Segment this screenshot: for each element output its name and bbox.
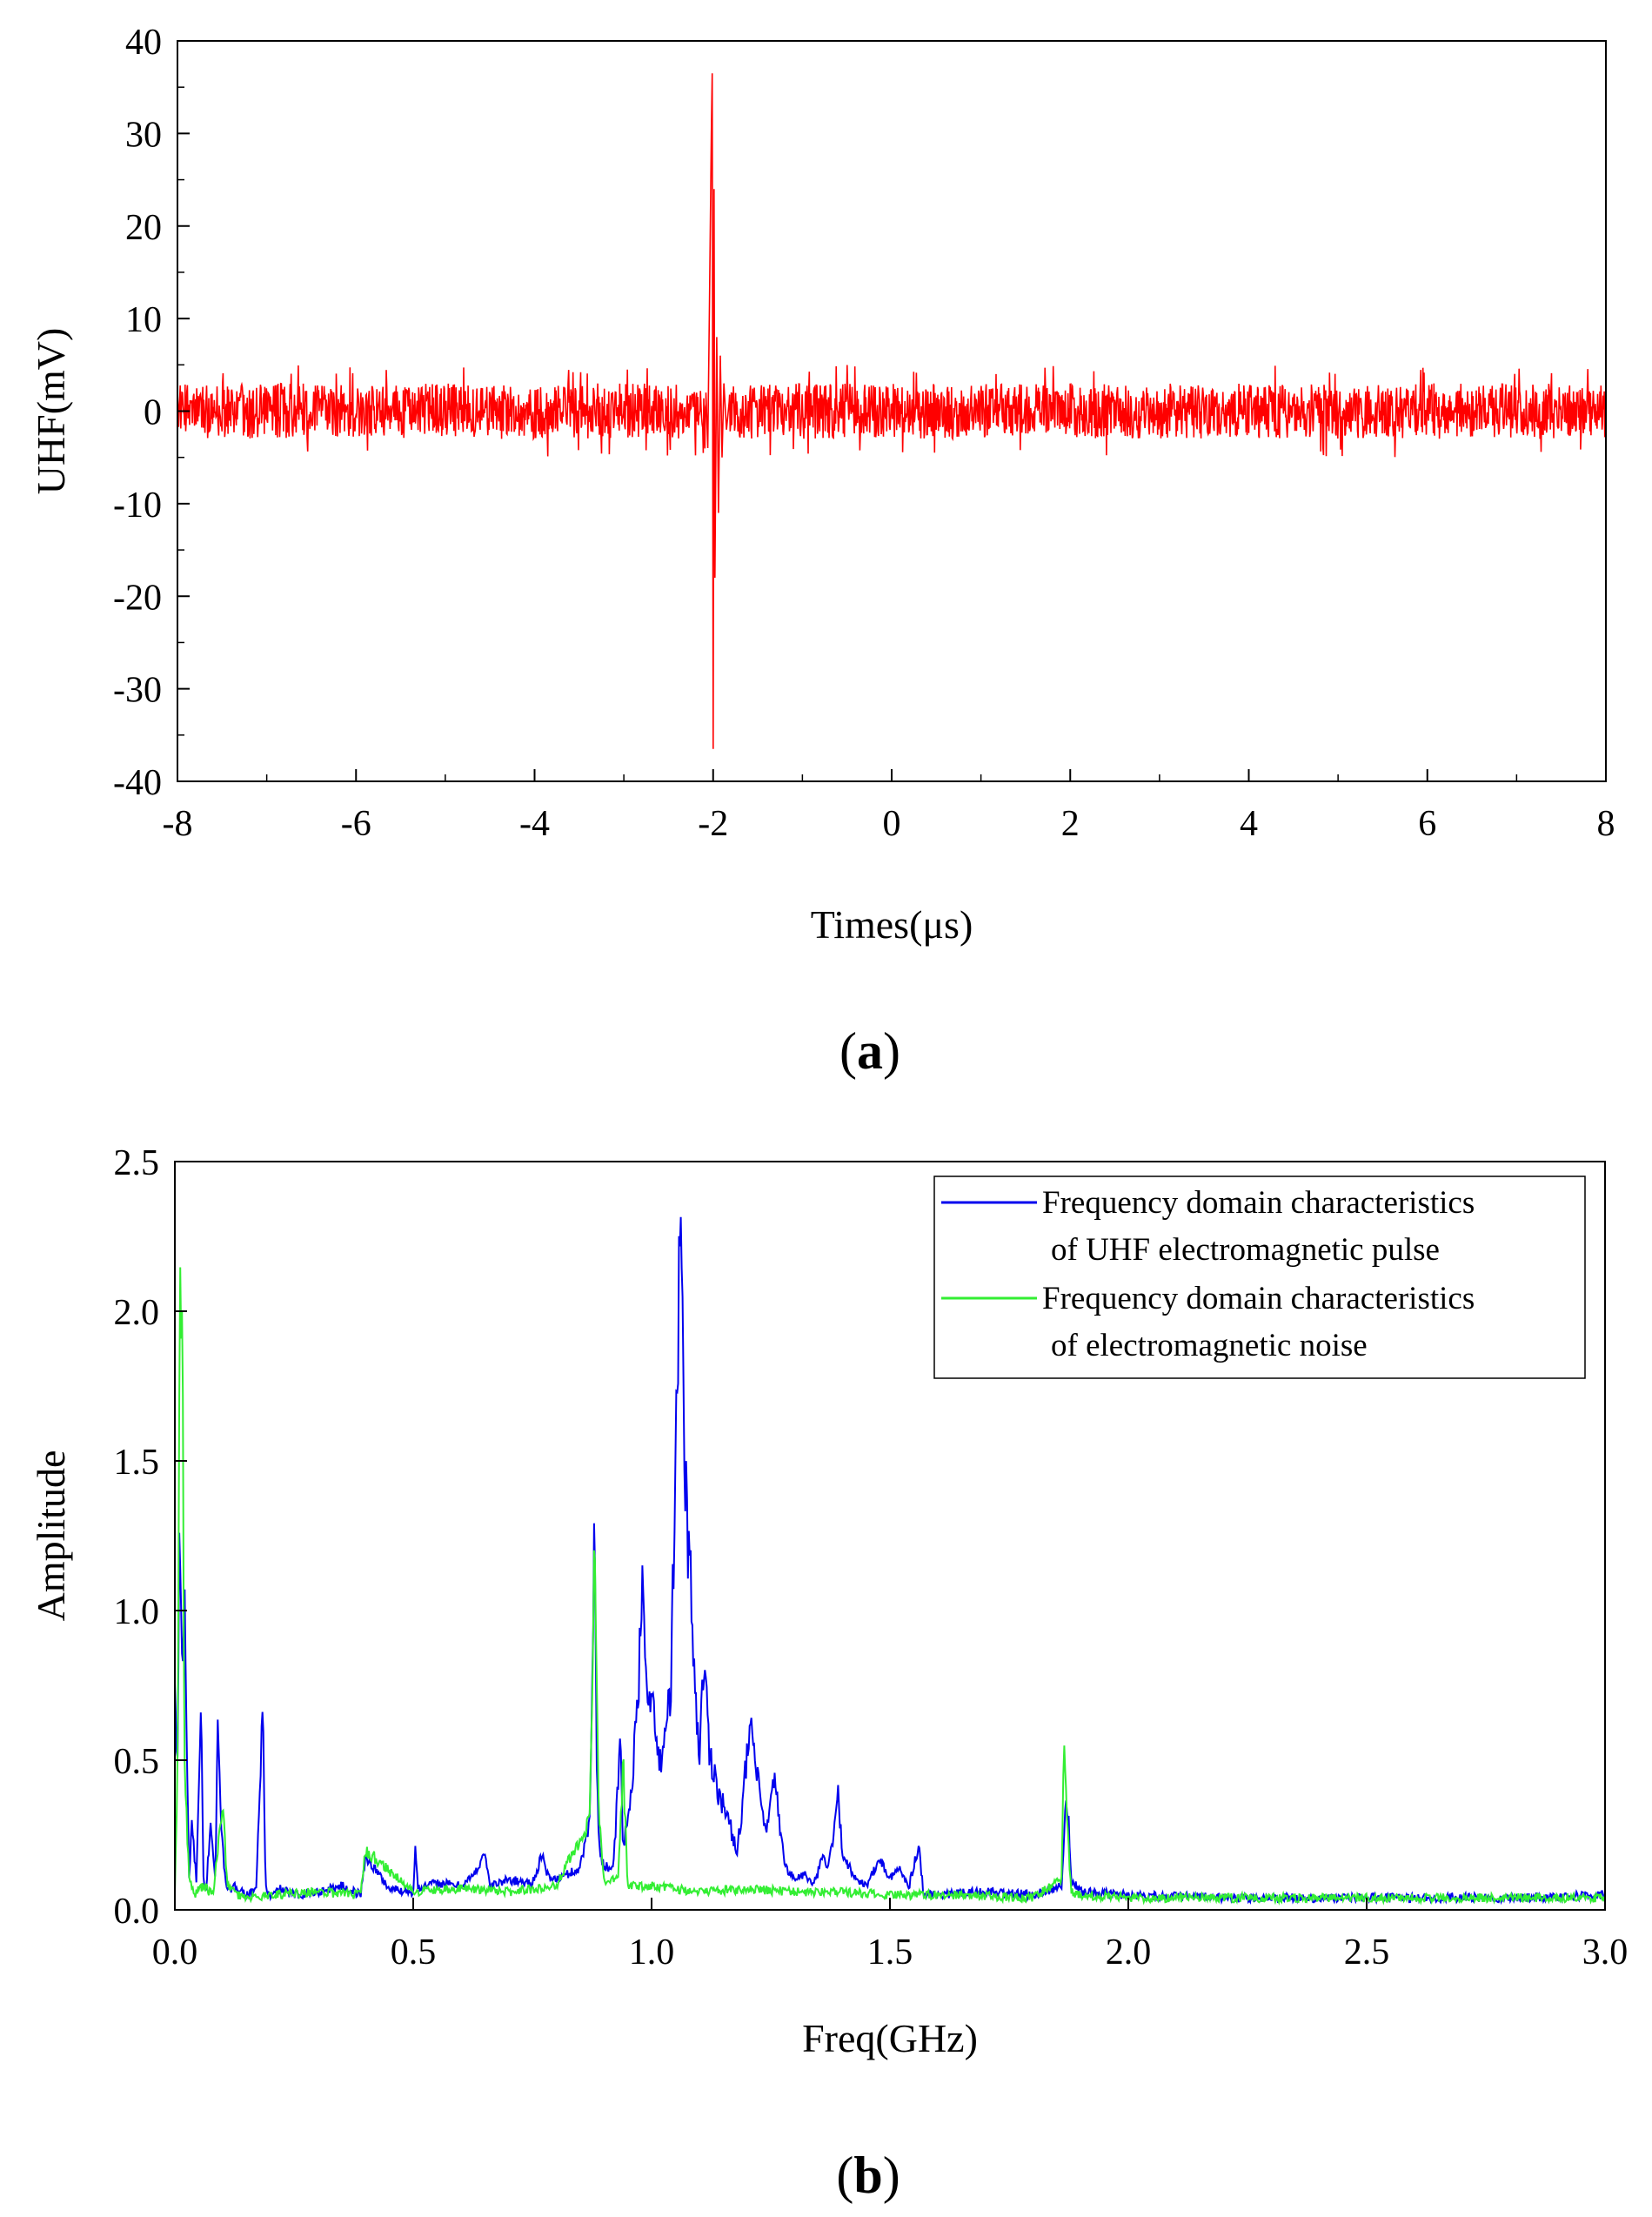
y-tick-label: 0.5 [114, 1742, 160, 1782]
legend-label-uhf-pulse-line1: Frequency domain characteristics [1042, 1185, 1475, 1221]
y-tick-label: -30 [113, 671, 162, 711]
y-tick-label: 2.5 [114, 1143, 160, 1183]
y-tick-label: 30 [125, 115, 162, 155]
y-tick-label: -40 [113, 763, 162, 803]
panel-label-open-paren: ( [836, 2147, 853, 2204]
y-tick-label: 1.0 [114, 1592, 160, 1632]
panel-label-a: (a) [839, 1022, 900, 1080]
x-tick-label: 4 [1240, 804, 1258, 844]
panel-label-b: (b) [836, 2147, 900, 2204]
y-tick-label: 20 [125, 208, 162, 248]
chart-panel-b: 0.0 0.5 1.0 1.5 2.0 2.5 3.0 0.0 0.5 1.0 1.5 2.0 2.5… [29, 1143, 1628, 2204]
panel-label-close-paren: ) [883, 1022, 900, 1080]
x-tick-label: 1.0 [629, 1932, 675, 1973]
legend-label-noise-line1: Frequency domain characteristics [1042, 1281, 1475, 1316]
panel-label-open-paren: ( [839, 1022, 857, 1080]
legend-label-uhf-pulse-line2: of UHF electromagnetic pulse [1051, 1232, 1440, 1268]
y-tick-label: -10 [113, 486, 162, 526]
y-tick-label: 10 [125, 300, 162, 340]
axis-ticks [177, 40, 1607, 782]
x-tick-label: 6 [1418, 804, 1436, 844]
x-tick-label: 0.5 [391, 1932, 437, 1973]
x-tick-label: 0.0 [152, 1932, 198, 1973]
axis-ticks [174, 1161, 1606, 1911]
y-tick-label: -20 [113, 578, 162, 618]
y-tick-labels: -40 -30 -20 -10 0 10 20 30 40 [113, 23, 162, 803]
y-axis-title: UHF(mV) [29, 328, 73, 495]
x-axis-title: Freq(GHz) [802, 2016, 978, 2060]
y-tick-label: 0.0 [114, 1892, 160, 1932]
legend-box [933, 1175, 1586, 1379]
spectrum-series [174, 1216, 1606, 1906]
x-tick-label: 2 [1061, 804, 1080, 844]
x-tick-label: -8 [163, 804, 193, 844]
x-tick-label: 8 [1597, 804, 1615, 844]
x-tick-label: -6 [341, 804, 371, 844]
uhf-signal-series [177, 73, 1607, 749]
y-tick-label: 40 [125, 23, 162, 63]
x-tick-label: 2.5 [1344, 1932, 1390, 1973]
x-tick-label: 1.5 [867, 1932, 913, 1973]
x-tick-label: -4 [519, 804, 550, 844]
y-tick-label: 2.0 [114, 1293, 160, 1333]
x-tick-label: 3.0 [1582, 1932, 1629, 1973]
panel-label-letter: b [853, 2147, 882, 2204]
y-axis-title: Amplitude [29, 1450, 73, 1622]
x-tick-label: 2.0 [1106, 1932, 1152, 1973]
x-tick-labels: -8 -6 -4 -2 0 2 4 6 8 [163, 804, 1615, 844]
legend: Frequency domain characteristics of UHF … [933, 1175, 1586, 1379]
legend-label-noise-line2: of electromagnetic noise [1051, 1328, 1368, 1363]
y-tick-labels: 0.0 0.5 1.0 1.5 2.0 2.5 [114, 1143, 160, 1932]
y-tick-label: 1.5 [114, 1443, 160, 1483]
y-tick-label: 0 [144, 393, 162, 433]
uhf-signal-line [177, 73, 1607, 749]
x-tick-labels: 0.0 0.5 1.0 1.5 2.0 2.5 3.0 [152, 1932, 1629, 1973]
noise-spectrum-line [174, 1267, 1606, 1906]
x-axis-title: Times(μs) [811, 902, 973, 947]
panel-label-close-paren: ) [883, 2147, 900, 2204]
x-tick-label: -2 [698, 804, 728, 844]
panel-label-letter: a [857, 1022, 883, 1080]
x-tick-label: 0 [883, 804, 901, 844]
